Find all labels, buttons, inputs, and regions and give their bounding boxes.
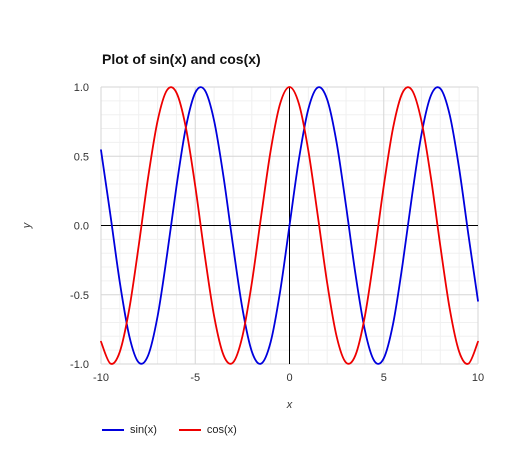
x-tick-label: 10 bbox=[472, 372, 484, 384]
legend-swatch-sin bbox=[102, 429, 124, 431]
x-tick-label: -5 bbox=[190, 372, 200, 384]
legend-label-cos: cos(x) bbox=[206, 424, 237, 436]
series-layer bbox=[100, 86, 479, 365]
chart-title: Plot of sin(x) and cos(x) bbox=[102, 51, 261, 67]
series-line-cos-x bbox=[100, 86, 479, 365]
x-tick-label: 0 bbox=[286, 372, 292, 384]
y-tick-label: 0.5 bbox=[74, 151, 89, 163]
y-tick-label: 0.0 bbox=[74, 221, 89, 233]
x-axis-label: x bbox=[286, 399, 293, 411]
legend-item-sin: sin(x) bbox=[102, 424, 157, 436]
y-tick-label: -0.5 bbox=[70, 290, 89, 302]
legend-swatch-cos bbox=[178, 429, 201, 431]
y-axis-label: y bbox=[21, 221, 33, 229]
series-line-sin-x bbox=[100, 86, 479, 365]
x-tick-label: 5 bbox=[381, 372, 387, 384]
legend: sin(x) cos(x) bbox=[102, 424, 237, 436]
x-tick-label: -10 bbox=[93, 372, 109, 384]
legend-label-sin: sin(x) bbox=[130, 424, 157, 436]
y-tick-label: -1.0 bbox=[70, 359, 89, 371]
legend-item-cos: cos(x) bbox=[178, 424, 237, 436]
y-tick-label: 1.0 bbox=[74, 82, 89, 94]
tick-layer: -10 -5 0 5 10 1.0 0.5 0.0 -0.5 -1.0 bbox=[70, 82, 484, 384]
